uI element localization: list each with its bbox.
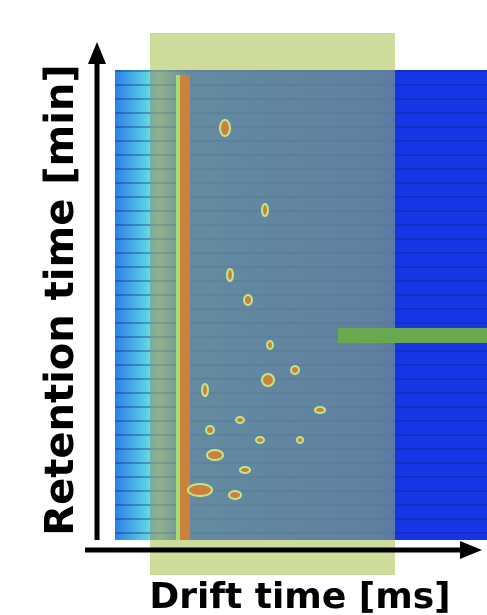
y-axis-label: Retention time [min] <box>37 64 83 535</box>
x-axis-label: Drift time [ms] <box>149 576 450 615</box>
heatmap <box>115 33 487 575</box>
axes <box>85 42 482 559</box>
